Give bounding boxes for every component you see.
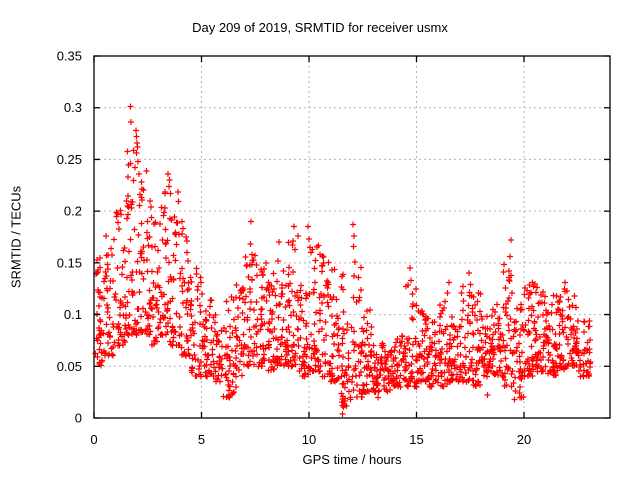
y-tick-label: 0.3 bbox=[64, 100, 82, 115]
plot-border bbox=[93, 55, 611, 419]
y-tick-label: 0.35 bbox=[57, 49, 82, 64]
x-axis-label: GPS time / hours bbox=[302, 452, 402, 467]
y-tick-label: 0.1 bbox=[64, 307, 82, 322]
x-tick-label: 0 bbox=[90, 432, 97, 447]
y-tick-label: 0.2 bbox=[64, 204, 82, 219]
x-tick-label: 15 bbox=[409, 432, 423, 447]
y-tick-label: 0.25 bbox=[57, 152, 82, 167]
scatter-points bbox=[92, 103, 594, 417]
y-tick-label: 0 bbox=[75, 411, 82, 426]
chart-title: Day 209 of 2019, SRMTID for receiver usm… bbox=[192, 20, 448, 35]
y-tick-label: 0.15 bbox=[57, 255, 82, 270]
x-tick-label: 5 bbox=[198, 432, 205, 447]
x-tick-label: 20 bbox=[517, 432, 531, 447]
y-tick-label: 0.05 bbox=[57, 359, 82, 374]
x-tick-label: 10 bbox=[302, 432, 316, 447]
